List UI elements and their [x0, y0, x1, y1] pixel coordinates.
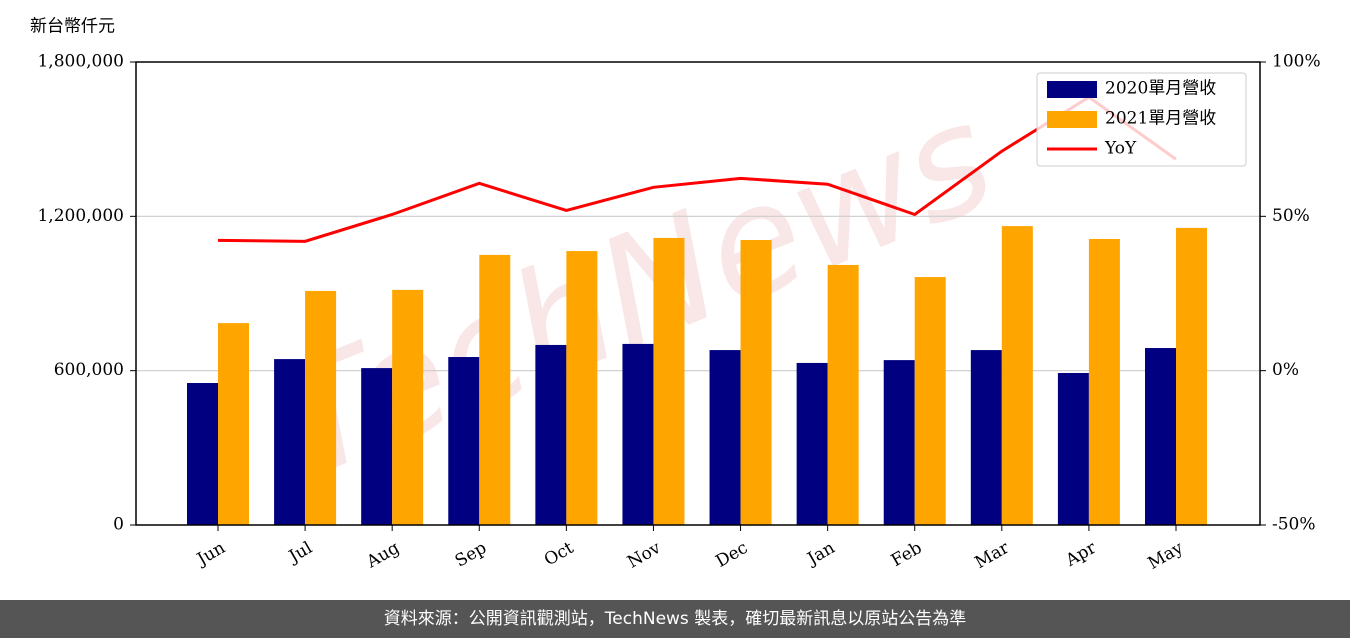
bar	[187, 383, 218, 525]
bar	[1088, 238, 1120, 526]
bar	[740, 239, 772, 525]
bar	[448, 357, 480, 525]
y2-tick-label: 100%	[1272, 52, 1321, 72]
bar	[622, 343, 654, 525]
x-tick-label: Aug	[363, 538, 404, 573]
y-tick-label: 1,800,000	[37, 52, 124, 72]
legend-swatch	[1047, 111, 1097, 128]
bar	[709, 350, 741, 525]
x-tick-label: Jul	[284, 538, 316, 568]
bar	[914, 277, 946, 525]
bar	[796, 362, 828, 525]
footer: 資料來源：公開資訊觀測站，TechNews 製表，確切最新訊息以原站公告為準	[0, 600, 1350, 638]
bar	[1001, 226, 1033, 525]
chart: 新台幣仟元 TechNews 0600,0001,200,0001,800,00…	[30, 17, 1321, 574]
legend-label: 2020單月營收	[1105, 79, 1216, 99]
bar	[566, 251, 598, 525]
x-tick-label: Mar	[972, 537, 1014, 573]
bar	[479, 254, 511, 525]
bar	[392, 289, 424, 525]
bar	[1057, 372, 1089, 525]
y2-tick-label: 50%	[1272, 206, 1310, 226]
legend-label: 2021單月營收	[1105, 109, 1216, 129]
x-tick-label: Jun	[192, 538, 229, 571]
x-tick-label: Nov	[624, 538, 664, 573]
bar	[1145, 348, 1176, 525]
bar	[653, 237, 685, 525]
y-axis-label: 新台幣仟元	[30, 17, 115, 37]
x-tick-label: Apr	[1062, 537, 1101, 571]
bar	[883, 360, 915, 525]
bar	[970, 350, 1002, 525]
y2-tick-label: 0%	[1272, 360, 1299, 380]
x-tick-label: Feb	[888, 538, 926, 571]
bar	[305, 290, 337, 525]
y-tick-label: 1,200,000	[37, 206, 124, 226]
x-tick-label: Jan	[802, 538, 838, 570]
bar	[274, 359, 306, 525]
legend-swatch	[1047, 81, 1097, 98]
bar	[218, 323, 249, 525]
y-tick-label: 0	[113, 515, 124, 535]
line	[217, 95, 1177, 243]
bar	[827, 264, 859, 525]
bar	[535, 344, 567, 525]
legend-label: YoY	[1104, 139, 1137, 159]
bar	[1176, 227, 1207, 526]
x-tick-label: Dec	[713, 538, 752, 572]
x-tick-label: Sep	[452, 538, 490, 572]
plot-frame	[135, 61, 1261, 526]
x-tick-label: May	[1145, 538, 1188, 574]
x-tick-label: Oct	[541, 538, 577, 571]
y2-tick-label: -50%	[1272, 515, 1316, 535]
bar	[361, 368, 393, 525]
y-tick-label: 600,000	[54, 360, 124, 380]
